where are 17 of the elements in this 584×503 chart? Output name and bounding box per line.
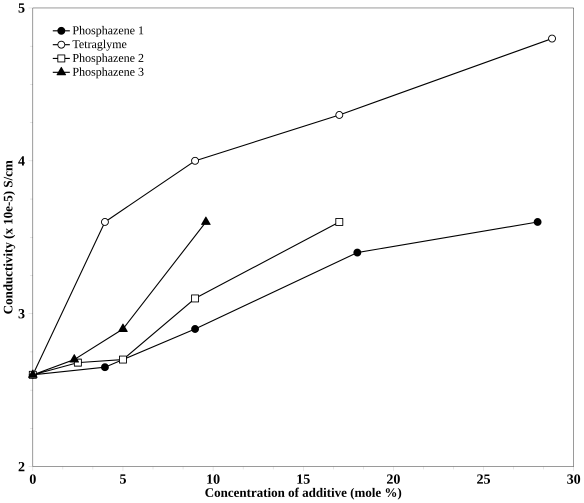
x-tick-label: 0 [30, 474, 36, 484]
x-tick-label: 10 [207, 474, 220, 484]
y-tick-label: 5 [18, 3, 25, 13]
y-axis-title: Conductivity (x 10e-5) S/cm [3, 160, 16, 314]
x-tick-label: 20 [386, 474, 400, 484]
y-tick-label: 2 [18, 462, 24, 472]
x-axis-title: Concentration of additive (mole %) [205, 488, 402, 500]
legend-label: Tetraglyme [72, 40, 126, 51]
x-tick-label: 30 [567, 474, 580, 484]
legend-label: Phosphazene 1 [72, 26, 144, 37]
x-tick-label: 15 [297, 474, 310, 484]
y-tick-label: 3 [18, 309, 25, 318]
x-tick-label: 5 [120, 474, 126, 484]
legend-label: Phosphazene 3 [72, 67, 144, 78]
x-tick-label: 25 [477, 474, 490, 484]
legend-label: Phosphazene 2 [72, 54, 144, 64]
y-tick-label: 4 [18, 156, 25, 166]
